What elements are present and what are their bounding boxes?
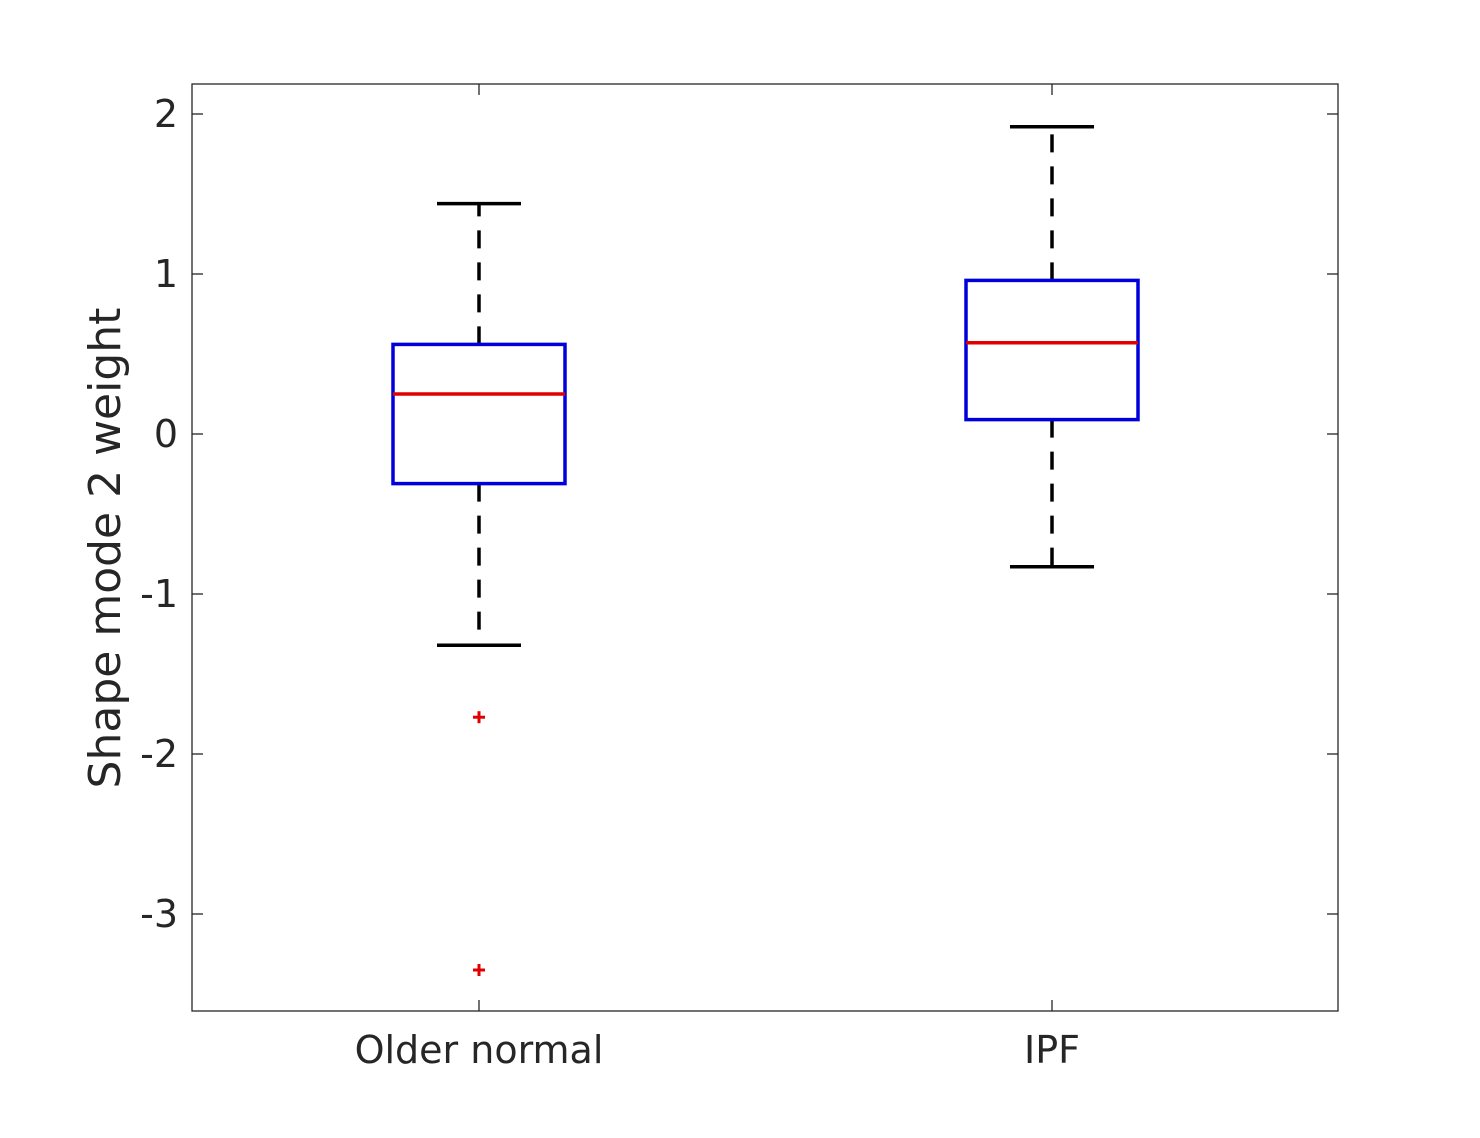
iqr-box bbox=[964, 278, 1140, 422]
y-tick-label: -1 bbox=[140, 572, 178, 616]
x-axis: Older normal IPF bbox=[355, 84, 1080, 1072]
box-group-ipf bbox=[964, 125, 1140, 569]
y-tick-label: -3 bbox=[140, 892, 178, 936]
outlier-point bbox=[473, 711, 485, 724]
iqr-box bbox=[391, 342, 567, 486]
x-tick-label: IPF bbox=[1024, 1028, 1080, 1072]
y-tick-label: 2 bbox=[154, 92, 178, 136]
y-tick-label: 1 bbox=[154, 252, 178, 296]
y-axis: 2 1 0 -1 -2 -3 bbox=[140, 92, 1338, 936]
y-tick-label: 0 bbox=[154, 412, 178, 456]
y-axis-label: Shape mode 2 weight bbox=[80, 308, 131, 789]
outlier-point bbox=[473, 964, 485, 976]
plot-area bbox=[191, 83, 1339, 1012]
box-group-older-normal bbox=[391, 201, 567, 976]
boxes-layer bbox=[391, 125, 1140, 976]
x-tick-label: Older normal bbox=[355, 1028, 604, 1072]
y-tick-label: -2 bbox=[140, 732, 178, 776]
